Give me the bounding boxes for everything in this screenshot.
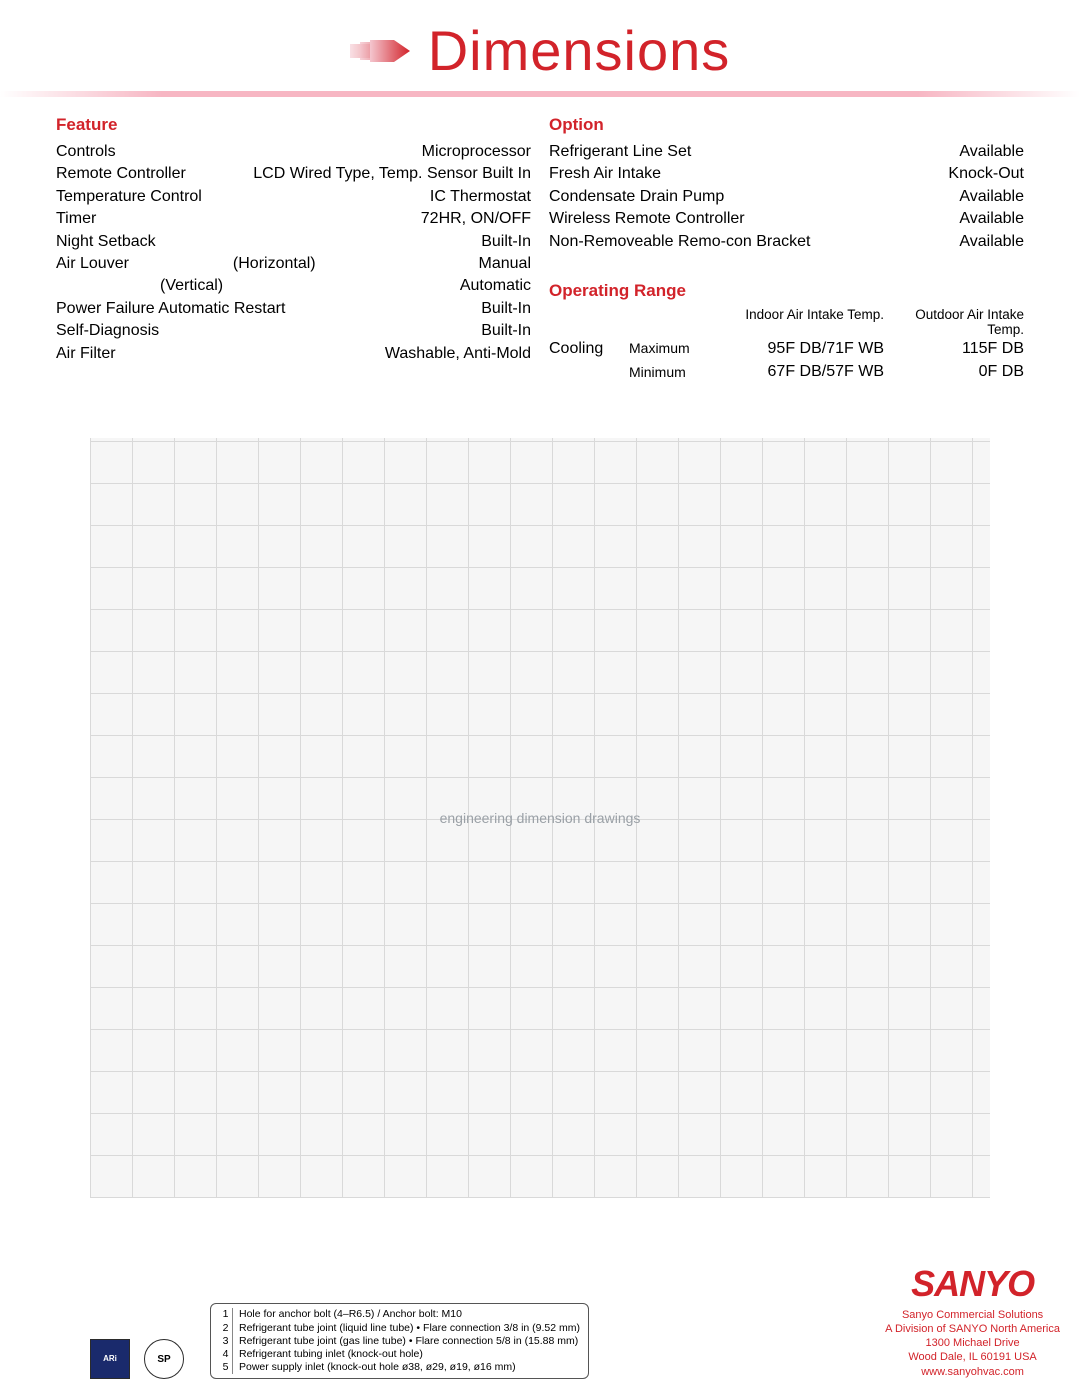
- sanyo-logo: SANYO: [885, 1261, 1060, 1308]
- option-label: Wireless Remote Controller: [549, 208, 745, 230]
- feature-mid: (Vertical): [160, 275, 223, 297]
- brand-block: SANYO Sanyo Commercial Solutions A Divis…: [885, 1261, 1060, 1379]
- page-title: Dimensions: [428, 18, 731, 83]
- feature-row: Temperature Control IC Thermostat: [56, 186, 531, 208]
- legend-row: 1 Hole for anchor bolt (4–R6.5) / Anchor …: [219, 1308, 580, 1321]
- feature-row: Air Filter Washable, Anti-Mold: [56, 343, 531, 365]
- feature-row: Night Setback Built-In: [56, 231, 531, 253]
- legend-text: Hole for anchor bolt (4–R6.5) / Anchor b…: [239, 1308, 462, 1321]
- feature-row: Air Louver (Horizontal) Manual: [56, 253, 531, 275]
- operating-row: CoolingMaximum95F DB/71F WB115F DB: [549, 337, 1024, 360]
- brand-line-1: A Division of SANYO North America: [885, 1322, 1060, 1336]
- feature-label: Power Failure Automatic Restart: [56, 298, 285, 320]
- feature-label: Air Louver: [56, 253, 129, 275]
- operating-col-blank1: [549, 307, 629, 337]
- option-row: Fresh Air Intake Knock-Out: [549, 163, 1024, 185]
- option-value: Available: [959, 231, 1024, 253]
- brand-line-0: Sanyo Commercial Solutions: [885, 1308, 1060, 1322]
- option-row: Refrigerant Line Set Available: [549, 141, 1024, 163]
- legend-number: 2: [219, 1322, 233, 1335]
- certification-badges: ARi SP: [90, 1339, 184, 1379]
- operating-mode: Cooling: [549, 337, 629, 360]
- operating-indoor: 67F DB/57F WB: [729, 360, 884, 383]
- feature-value: Microprocessor: [422, 141, 531, 163]
- operating-table: Indoor Air Intake Temp. Outdoor Air Inta…: [549, 307, 1024, 383]
- feature-value: Manual: [479, 253, 531, 275]
- option-row: Condensate Drain Pump Available: [549, 186, 1024, 208]
- feature-row: (Vertical) Automatic: [56, 275, 531, 297]
- feature-label: Self-Diagnosis: [56, 320, 159, 342]
- option-label: Non-Removeable Remo-con Bracket: [549, 231, 810, 253]
- legend-number: 5: [219, 1361, 233, 1374]
- brand-line-4: www.sanyohvac.com: [885, 1365, 1060, 1379]
- legend-row: 2 Refrigerant tube joint (liquid line tub…: [219, 1322, 580, 1335]
- legend-number: 1: [219, 1308, 233, 1321]
- operating-minmax: Minimum: [629, 360, 729, 383]
- operating-col-indoor: Indoor Air Intake Temp.: [729, 307, 884, 337]
- feature-value: LCD Wired Type, Temp. Sensor Built In: [253, 163, 531, 185]
- operating-row: Minimum67F DB/57F WB0F DB: [549, 360, 1024, 383]
- feature-value: IC Thermostat: [430, 186, 531, 208]
- feature-label: Timer: [56, 208, 96, 230]
- arrow-right-icon: [350, 36, 410, 66]
- feature-label: Temperature Control: [56, 186, 202, 208]
- legend-row: 4 Refrigerant tubing inlet (knock-out hol…: [219, 1348, 580, 1361]
- feature-value: Built-In: [481, 231, 531, 253]
- operating-outdoor: 0F DB: [884, 360, 1024, 383]
- operating-indoor: 95F DB/71F WB: [729, 337, 884, 360]
- feature-label: Night Setback: [56, 231, 156, 253]
- feature-value: Built-In: [481, 320, 531, 342]
- ari-badge-icon: ARi: [90, 1339, 130, 1379]
- feature-label: Controls: [56, 141, 116, 163]
- option-label: Condensate Drain Pump: [549, 186, 724, 208]
- option-label: Refrigerant Line Set: [549, 141, 691, 163]
- option-column: Option Refrigerant Line SetAvailableFres…: [549, 115, 1024, 383]
- brand-line-3: Wood Dale, IL 60191 USA: [885, 1350, 1060, 1364]
- legend-row: 5 Power supply inlet (knock-out hole ø38,…: [219, 1361, 580, 1374]
- operating-heading: Operating Range: [549, 281, 1024, 301]
- csa-badge-icon: SP: [144, 1339, 184, 1379]
- feature-row: Self-Diagnosis Built-In: [56, 320, 531, 342]
- operating-outdoor: 115F DB: [884, 337, 1024, 360]
- legend-text: Refrigerant tube joint (gas line tube) •…: [239, 1335, 578, 1348]
- operating-col-blank2: [629, 307, 729, 337]
- operating-minmax: Maximum: [629, 337, 729, 360]
- feature-value: 72HR, ON/OFF: [421, 208, 531, 230]
- diagram-legend: 1 Hole for anchor bolt (4–R6.5) / Anchor …: [210, 1303, 589, 1379]
- option-label: Fresh Air Intake: [549, 163, 661, 185]
- operating-mode: [549, 360, 629, 383]
- feature-mid: (Horizontal): [233, 253, 316, 275]
- feature-row: Remote Controller LCD Wired Type, Temp. S…: [56, 163, 531, 185]
- feature-value: Built-In: [481, 298, 531, 320]
- option-value: Knock-Out: [948, 163, 1024, 185]
- legend-number: 4: [219, 1348, 233, 1361]
- legend-text: Refrigerant tube joint (liquid line tube…: [239, 1322, 580, 1335]
- feature-heading: Feature: [56, 115, 531, 135]
- feature-label: Air Filter: [56, 343, 116, 365]
- feature-label: Remote Controller: [56, 163, 186, 185]
- dimension-diagram: engineering dimension drawings: [90, 438, 990, 1198]
- feature-value: Washable, Anti-Mold: [385, 343, 531, 365]
- legend-number: 3: [219, 1335, 233, 1348]
- feature-row: Power Failure Automatic Restart Built-In: [56, 298, 531, 320]
- operating-col-outdoor: Outdoor Air Intake Temp.: [884, 307, 1024, 337]
- legend-text: Power supply inlet (knock-out hole ø38, …: [239, 1361, 516, 1374]
- legend-text: Refrigerant tubing inlet (knock-out hole…: [239, 1348, 423, 1361]
- option-value: Available: [959, 208, 1024, 230]
- legend-row: 3 Refrigerant tube joint (gas line tube) …: [219, 1335, 580, 1348]
- option-row: Non-Removeable Remo-con Bracket Available: [549, 231, 1024, 253]
- feature-row: Timer 72HR, ON/OFF: [56, 208, 531, 230]
- feature-value: Automatic: [460, 275, 531, 297]
- feature-row: Controls Microprocessor: [56, 141, 531, 163]
- brand-line-2: 1300 Michael Drive: [885, 1336, 1060, 1350]
- option-row: Wireless Remote Controller Available: [549, 208, 1024, 230]
- feature-column: Feature ControlsMicroprocessorRemote Con…: [56, 115, 531, 383]
- option-value: Available: [959, 186, 1024, 208]
- diagram-placeholder-label: engineering dimension drawings: [440, 810, 641, 826]
- option-heading: Option: [549, 115, 1024, 135]
- option-value: Available: [959, 141, 1024, 163]
